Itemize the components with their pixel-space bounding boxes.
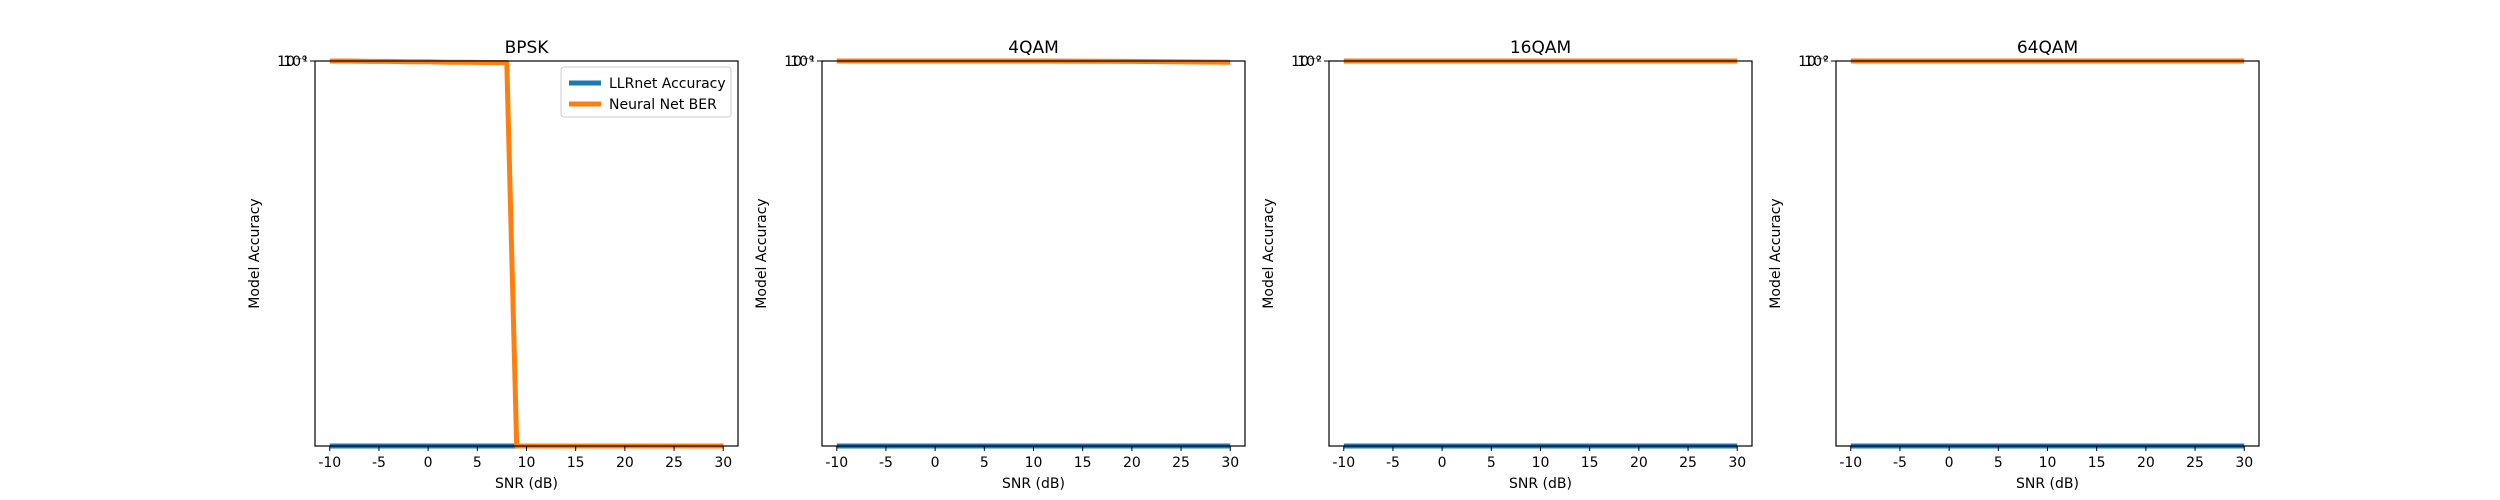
chart-title: 4QAM <box>1008 38 1059 58</box>
x-tick-label: -10 <box>1332 455 1355 471</box>
x-tick-label: 10 <box>2039 455 2057 471</box>
y-axis-label: Model Accuracy <box>754 198 770 308</box>
x-tick-label: 15 <box>2088 455 2106 471</box>
x-tick-label: 30 <box>1221 455 1239 471</box>
x-tick-label: -10 <box>318 455 341 471</box>
y-axis-label: Model Accuracy <box>1261 198 1277 308</box>
x-tick-label: 25 <box>1172 455 1190 471</box>
x-tick-label: 20 <box>2137 455 2155 471</box>
x-tick-label: 20 <box>1630 455 1648 471</box>
x-tick-label: 20 <box>1123 455 1141 471</box>
chart-panel-1: BPSK -10 -5 0 5 10 15 20 25 30 10°10⁻¹ SNR (dB) Mode… <box>247 38 739 492</box>
x-tick-label: 25 <box>1679 455 1697 471</box>
y-tick-label: 10⁻¹ <box>277 54 308 70</box>
x-tick-label: 30 <box>2235 455 2253 471</box>
y-tick-label: 10° <box>1804 54 1829 70</box>
x-axis-label: SNR (dB) <box>1002 476 1065 492</box>
x-tick-label: 25 <box>665 455 683 471</box>
x-tick-label: -5 <box>372 455 386 471</box>
x-tick-label: 0 <box>424 455 433 471</box>
x-tick-label: 15 <box>1581 455 1599 471</box>
legend: LLRnet Accuracy Neural Net BER <box>560 66 732 118</box>
x-tick-label: 15 <box>1074 455 1092 471</box>
y-tick-label: 10⁻² <box>1291 54 1322 70</box>
x-tick-label: 5 <box>1994 455 2003 471</box>
x-axis-label: SNR (dB) <box>2016 476 2079 492</box>
x-tick-label: 30 <box>714 455 732 471</box>
chart-panel-2: 4QAM -10 -5 0 5 10 15 20 25 30 10°10⁻¹ SNR (dB) Mode… <box>754 38 1246 492</box>
x-tick-label: 10 <box>518 455 536 471</box>
chart-title: 16QAM <box>1510 38 1571 58</box>
chart-title: BPSK <box>505 38 550 58</box>
x-axis-label: SNR (dB) <box>495 476 558 492</box>
x-tick-label: -5 <box>1386 455 1400 471</box>
x-tick-label: 5 <box>473 455 482 471</box>
y-tick-label: 10° <box>283 54 308 70</box>
y-axis-label: Model Accuracy <box>1768 198 1784 308</box>
x-tick-label: 30 <box>1728 455 1746 471</box>
x-tick-label: -10 <box>825 455 848 471</box>
x-tick-label: 25 <box>2186 455 2204 471</box>
x-tick-label: 0 <box>1438 455 1447 471</box>
chart-panel-3: 16QAM -10 -5 0 5 10 15 20 25 30 10°10⁻² SNR (dB) Mod… <box>1261 38 1753 492</box>
y-tick-label: 10⁻² <box>1798 54 1829 70</box>
x-tick-label: 0 <box>931 455 940 471</box>
y-tick-label: 10⁻¹ <box>784 54 815 70</box>
chart-title: 64QAM <box>2017 38 2078 58</box>
legend-label: LLRnet Accuracy <box>609 76 726 92</box>
chart-panel-4: 64QAM -10 -5 0 5 10 15 20 25 30 10°10⁻² SNR (dB) Mod… <box>1768 38 2260 492</box>
x-tick-label: -5 <box>879 455 893 471</box>
x-tick-label: 20 <box>616 455 634 471</box>
x-tick-label: 10 <box>1025 455 1043 471</box>
x-tick-label: 5 <box>1487 455 1496 471</box>
x-tick-label: 15 <box>567 455 585 471</box>
x-axis-label: SNR (dB) <box>1509 476 1572 492</box>
x-tick-label: -10 <box>1839 455 1862 471</box>
x-tick-label: 10 <box>1532 455 1550 471</box>
y-tick-label: 10° <box>790 54 815 70</box>
x-tick-label: 0 <box>1945 455 1954 471</box>
x-tick-label: -5 <box>1893 455 1907 471</box>
y-axis-label: Model Accuracy <box>247 198 263 308</box>
x-tick-label: 5 <box>980 455 989 471</box>
legend-label: Neural Net BER <box>609 97 717 113</box>
y-tick-label: 10° <box>1297 54 1322 70</box>
legend-box <box>560 66 732 118</box>
